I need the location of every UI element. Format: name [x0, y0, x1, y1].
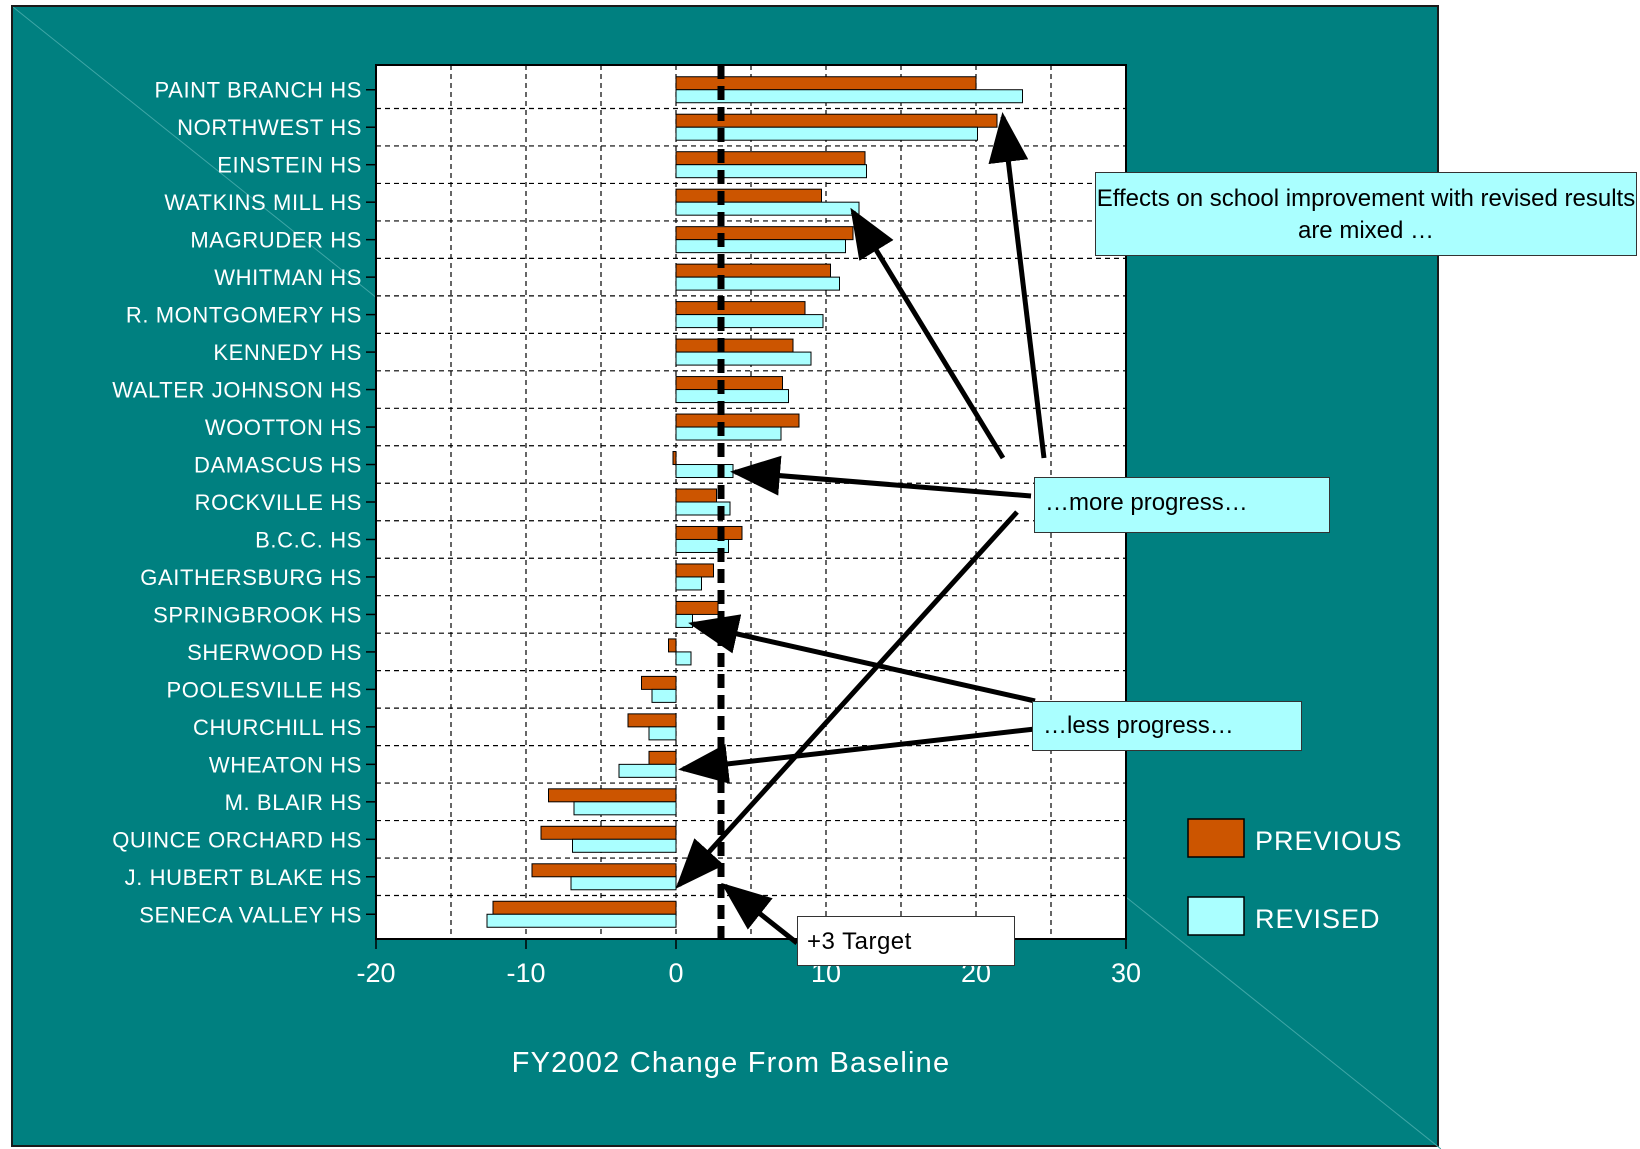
bar-revised-7 — [675, 351, 812, 366]
category-label: M. BLAIR HS — [225, 790, 362, 815]
bar-revised-14 — [675, 613, 693, 628]
category-label: NORTHWEST HS — [177, 115, 362, 140]
arrow-more-to-blake — [675, 510, 1019, 889]
bar-revised-16 — [651, 688, 677, 703]
category-label: PAINT BRANCH HS — [155, 78, 362, 103]
bar-revised-19 — [573, 801, 677, 816]
bar-previous-20 — [540, 825, 677, 840]
bar-revised-18 — [618, 763, 677, 778]
annotation-arrows — [675, 112, 1047, 945]
category-label: WALTER JOHNSON HS — [112, 378, 362, 403]
arrow-more-to-watkins-mill — [850, 207, 1006, 460]
category-label: WATKINS MILL HS — [164, 190, 362, 215]
category-label: SHERWOOD HS — [187, 640, 362, 665]
bar-previous-15 — [668, 638, 677, 653]
category-label: R. MONTGOMERY HS — [126, 303, 362, 328]
category-label: GAITHERSBURG HS — [140, 565, 362, 590]
bar-previous-22 — [492, 900, 677, 915]
bar-previous-7 — [675, 338, 794, 353]
bar-revised-15 — [675, 651, 692, 666]
bar-revised-22 — [486, 913, 677, 928]
bar-revised-9 — [675, 426, 782, 441]
bar-previous-21 — [531, 863, 677, 878]
bar-revised-0 — [675, 89, 1023, 104]
bar-previous-18 — [648, 750, 677, 765]
bar-revised-13 — [675, 576, 702, 591]
callout-mixed-effects: Effects on school improvement with revis… — [1095, 172, 1637, 256]
bar-revised-20 — [572, 838, 677, 853]
arrow-target-label — [721, 882, 799, 945]
bar-revised-11 — [675, 501, 731, 516]
bar-previous-6 — [675, 301, 806, 316]
bar-previous-13 — [675, 563, 714, 578]
bar-previous-8 — [675, 376, 783, 391]
legend-swatch-revised — [1187, 896, 1245, 936]
category-label: POOLESVILLE HS — [167, 677, 363, 702]
bar-previous-17 — [627, 713, 677, 728]
category-label: WOOTTON HS — [205, 415, 362, 440]
bar-previous-14 — [675, 600, 719, 615]
x-axis-label: FY2002 Change From Baseline — [512, 1047, 951, 1079]
legend: PREVIOUS REVISED — [1187, 818, 1403, 936]
bar-previous-3 — [675, 188, 822, 203]
category-label: SPRINGBROOK HS — [153, 602, 362, 627]
bar-revised-6 — [675, 314, 824, 329]
bar-previous-19 — [548, 788, 677, 803]
bar-revised-17 — [648, 726, 677, 741]
bar-revised-8 — [675, 389, 789, 404]
category-labels: PAINT BRANCH HS NORTHWEST HS EINSTEIN HS WA… — [112, 78, 376, 927]
category-label: SENECA VALLEY HS — [139, 902, 362, 927]
bar-previous-16 — [641, 675, 677, 690]
category-label: WHEATON HS — [209, 752, 362, 777]
bar-previous-9 — [675, 413, 800, 428]
bar-previous-11 — [675, 488, 717, 503]
category-label: QUINCE ORCHARD HS — [112, 827, 362, 852]
target-label: +3 Target — [797, 916, 1015, 966]
arrow-less-to-springbrook — [688, 614, 1036, 704]
bar-revised-2 — [675, 164, 867, 179]
bar-revised-5 — [675, 276, 840, 291]
bar-previous-2 — [675, 151, 866, 166]
category-label: WHITMAN HS — [214, 265, 362, 290]
legend-swatch-previous — [1187, 818, 1245, 858]
arrow-less-to-wheaton — [678, 726, 1036, 784]
arrow-more-to-paint-branch — [988, 112, 1047, 459]
x-tick-label: -10 — [506, 958, 545, 988]
category-label: DAMASCUS HS — [194, 453, 362, 478]
category-label: ROCKVILLE HS — [195, 490, 362, 515]
chart-svg: PAINT BRANCH HS NORTHWEST HS EINSTEIN HS WA… — [13, 7, 1441, 1149]
category-label: EINSTEIN HS — [217, 153, 362, 178]
legend-label-revised: REVISED — [1255, 904, 1381, 934]
x-tick-labels: -20 -10 0 10 20 30 — [356, 939, 1141, 988]
x-tick-label: -20 — [356, 958, 395, 988]
bar-revised-21 — [570, 876, 677, 891]
category-label: KENNEDY HS — [213, 340, 362, 365]
callout-more-progress: …more progress… — [1034, 477, 1330, 533]
category-label: B.C.C. HS — [255, 527, 362, 552]
category-label: CHURCHILL HS — [193, 715, 362, 740]
legend-label-previous: PREVIOUS — [1255, 826, 1403, 856]
bar-revised-4 — [675, 239, 846, 254]
bar-previous-5 — [675, 263, 831, 278]
bar-previous-10 — [672, 451, 677, 466]
bar-revised-1 — [675, 126, 978, 141]
callout-less-progress: …less progress… — [1032, 701, 1302, 751]
bar-revised-3 — [675, 201, 860, 216]
arrow-more-to-damascus — [730, 455, 1032, 499]
bar-revised-12 — [675, 538, 729, 553]
bar-previous-12 — [675, 525, 743, 540]
x-tick-label: 30 — [1111, 958, 1141, 988]
category-label: MAGRUDER HS — [190, 228, 362, 253]
category-label: J. HUBERT BLAKE HS — [125, 865, 362, 890]
bars — [486, 76, 1023, 928]
bar-previous-4 — [675, 226, 854, 241]
x-tick-label: 0 — [668, 958, 683, 988]
